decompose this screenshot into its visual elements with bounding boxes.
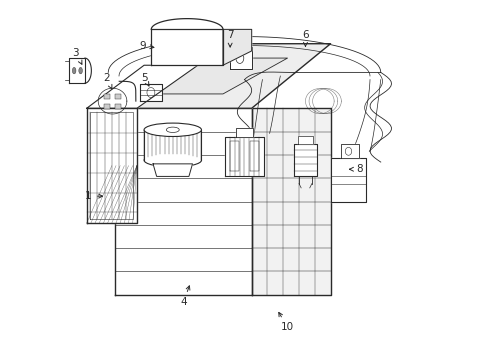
Text: 2: 2 <box>103 73 112 89</box>
Polygon shape <box>153 164 192 176</box>
Polygon shape <box>86 108 137 223</box>
Bar <box>115 104 121 109</box>
Bar <box>144 130 201 160</box>
Polygon shape <box>86 65 198 108</box>
Polygon shape <box>115 44 330 108</box>
Polygon shape <box>230 47 251 69</box>
Bar <box>104 94 110 99</box>
Text: 5: 5 <box>141 73 149 86</box>
Ellipse shape <box>72 67 76 74</box>
Ellipse shape <box>144 154 201 167</box>
Bar <box>115 94 121 99</box>
Polygon shape <box>224 137 264 176</box>
Polygon shape <box>235 129 253 137</box>
Text: 7: 7 <box>226 30 233 47</box>
Text: 4: 4 <box>180 286 189 307</box>
Text: 8: 8 <box>349 164 362 174</box>
Ellipse shape <box>144 123 201 136</box>
Text: 6: 6 <box>302 30 308 46</box>
Ellipse shape <box>79 67 82 74</box>
Polygon shape <box>151 30 223 65</box>
Ellipse shape <box>166 127 179 132</box>
Polygon shape <box>251 108 330 295</box>
Polygon shape <box>144 58 287 94</box>
Polygon shape <box>115 108 251 295</box>
Polygon shape <box>140 84 162 101</box>
Bar <box>104 104 110 109</box>
Text: 3: 3 <box>73 48 82 64</box>
Polygon shape <box>298 136 312 144</box>
Polygon shape <box>293 144 316 176</box>
Text: 1: 1 <box>85 191 102 201</box>
Text: 9: 9 <box>139 41 154 50</box>
Polygon shape <box>69 58 85 83</box>
Polygon shape <box>223 30 251 65</box>
Polygon shape <box>341 144 359 158</box>
Polygon shape <box>151 19 223 30</box>
Text: 10: 10 <box>278 312 293 332</box>
Polygon shape <box>330 158 366 202</box>
